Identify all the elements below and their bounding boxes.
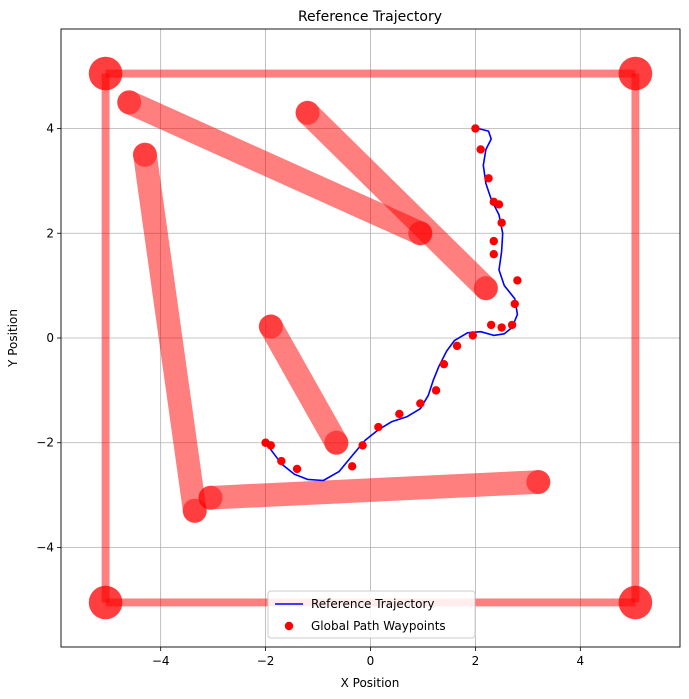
obstacle-endpoint — [618, 585, 653, 620]
obstacle-endpoint — [132, 142, 157, 167]
y-tick-label: 2 — [46, 226, 54, 240]
waypoint-marker — [494, 200, 504, 209]
waypoint-marker — [347, 462, 357, 471]
waypoint-marker — [486, 320, 496, 330]
chart-title: Reference Trajectory — [298, 9, 442, 25]
obstacle-endpoint — [198, 485, 223, 510]
obstacle-endpoint — [618, 56, 653, 91]
obstacle-segment — [198, 470, 551, 510]
waypoint-marker — [439, 359, 449, 369]
obstacle-segment — [259, 314, 349, 455]
y-tick-label: 4 — [46, 122, 54, 136]
plot-area: −4 −2 0 2 4 −4 −2 0 2 4 Reference Trajectory Global… — [36, 28, 681, 668]
y-tick-label: −4 — [36, 540, 54, 554]
waypoint-marker — [513, 276, 522, 285]
legend-label-waypoints: Global Path Waypoints — [311, 619, 446, 633]
x-tick-label: 0 — [367, 654, 375, 668]
obstacle-segment — [295, 100, 498, 301]
waypoint-marker — [292, 464, 302, 474]
waypoint-marker — [452, 341, 462, 351]
obstacle-endpoint — [324, 430, 349, 455]
obstacle-8 — [198, 470, 551, 510]
waypoint-marker — [471, 124, 480, 133]
waypoint-marker — [507, 320, 517, 330]
obstacle-endpoint — [88, 585, 123, 620]
waypoint-marker — [431, 386, 441, 395]
waypoint-marker — [395, 409, 404, 419]
waypoint-marker — [468, 331, 477, 340]
obstacle-segment — [117, 90, 433, 246]
obstacle-5 — [295, 100, 498, 301]
x-tick-label: −2 — [257, 654, 275, 668]
waypoint-marker — [497, 218, 506, 227]
obstacle-endpoint — [117, 90, 142, 115]
y-tick-label: 0 — [46, 331, 54, 345]
waypoint-marker — [484, 174, 493, 183]
x-axis-label: X Position — [341, 676, 400, 690]
obstacle-segment — [133, 142, 207, 523]
legend-label-trajectory: Reference Trajectory — [311, 597, 435, 611]
obstacle-endpoint — [295, 100, 320, 125]
waypoint-marker — [374, 422, 383, 432]
waypoint-marker — [476, 145, 485, 154]
waypoint-marker — [416, 399, 425, 408]
y-axis-label: Y Position — [6, 309, 20, 368]
obstacle-4 — [117, 90, 433, 246]
waypoint-marker — [277, 456, 286, 466]
waypoint-marker — [489, 250, 498, 259]
waypoint-marker — [510, 299, 519, 309]
obstacle-endpoint — [526, 469, 551, 495]
waypoint-marker — [261, 438, 270, 447]
obstacle-endpoint — [258, 314, 283, 339]
x-tick-label: −4 — [152, 654, 170, 668]
obstacle-endpoint — [88, 56, 123, 91]
obstacle-endpoint — [473, 276, 498, 301]
waypoint-marker — [497, 323, 506, 332]
waypoint-marker — [489, 236, 498, 246]
legend-box — [267, 590, 476, 639]
obstacle-6 — [133, 142, 207, 523]
waypoint-marker — [358, 441, 367, 450]
obstacle-7 — [259, 314, 349, 455]
plot-content — [88, 56, 653, 620]
legend-marker-swatch — [284, 621, 294, 631]
x-tick-label: 4 — [577, 654, 585, 668]
x-tick-label: 2 — [472, 654, 480, 668]
y-tick-label: −2 — [36, 436, 54, 450]
